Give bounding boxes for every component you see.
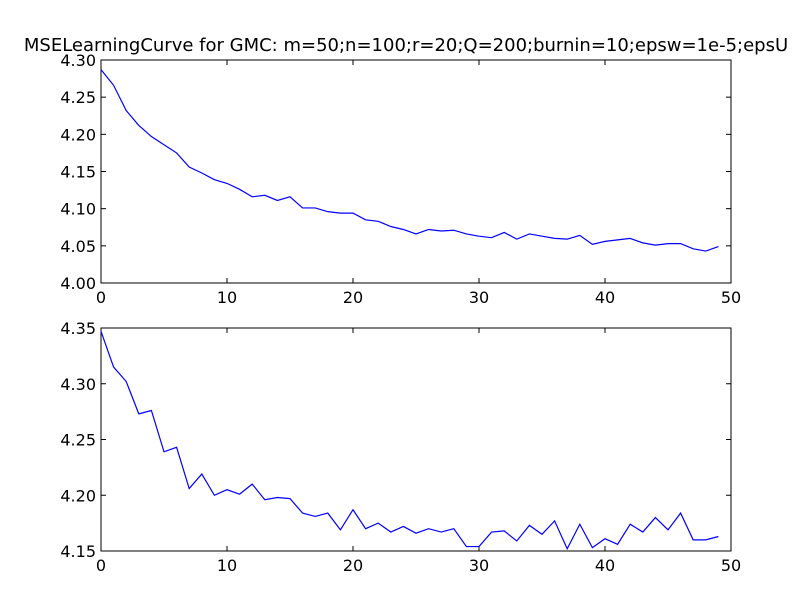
top-y-tick-label: 4.15 xyxy=(60,163,96,182)
top-x-tick-label: 40 xyxy=(595,288,615,307)
bottom-panel: 0 10 20 30 40 50 4.15 4.20 4.25 4.30 4.35 xyxy=(60,319,741,575)
top-y-tick-label: 4.30 xyxy=(60,51,96,70)
top-panel: 0 10 20 30 40 50 4.00 4.05 4.10 4.15 4.20 4.25 4.30 xyxy=(60,51,741,307)
bottom-x-tick-label: 30 xyxy=(469,556,489,575)
bottom-x-tick-label: 40 xyxy=(595,556,615,575)
bottom-y-tick-label: 4.30 xyxy=(60,375,96,394)
top-y-tick-label: 4.05 xyxy=(60,237,96,256)
bottom-x-tick-label: 20 xyxy=(343,556,363,575)
top-panel-ticks: 0 10 20 30 40 50 4.00 4.05 4.10 4.15 4.20 4.25 4.30 xyxy=(60,51,741,307)
bottom-plot-frame xyxy=(100,327,732,552)
top-x-tick-label: 30 xyxy=(469,288,489,307)
top-y-tick-label: 4.00 xyxy=(60,274,96,293)
top-y-tick-label: 4.20 xyxy=(60,125,96,144)
top-x-tick-label: 20 xyxy=(343,288,363,307)
chart-title: MSELearningCurve for GMC: m=50;n=100;r=2… xyxy=(24,35,788,56)
bottom-panel-ticks: 0 10 20 30 40 50 4.15 4.20 4.25 4.30 4.35 xyxy=(60,319,741,575)
bottom-y-tick-label: 4.25 xyxy=(60,431,96,450)
bottom-x-tick-label: 10 xyxy=(217,556,237,575)
top-plot-frame xyxy=(100,59,732,284)
bottom-y-tick-label: 4.35 xyxy=(60,319,96,338)
top-series-line xyxy=(100,69,719,252)
bottom-series-line xyxy=(100,331,719,551)
top-x-tick-label: 0 xyxy=(96,288,106,307)
top-y-tick-label: 4.10 xyxy=(60,200,96,219)
bottom-y-tick-label: 4.20 xyxy=(60,486,96,505)
bottom-x-tick-label: 0 xyxy=(96,556,106,575)
top-x-tick-label: 10 xyxy=(217,288,237,307)
bottom-y-tick-label: 4.15 xyxy=(60,542,96,561)
top-x-tick-label: 50 xyxy=(721,288,741,307)
bottom-x-tick-label: 50 xyxy=(721,556,741,575)
top-y-tick-label: 4.25 xyxy=(60,88,96,107)
